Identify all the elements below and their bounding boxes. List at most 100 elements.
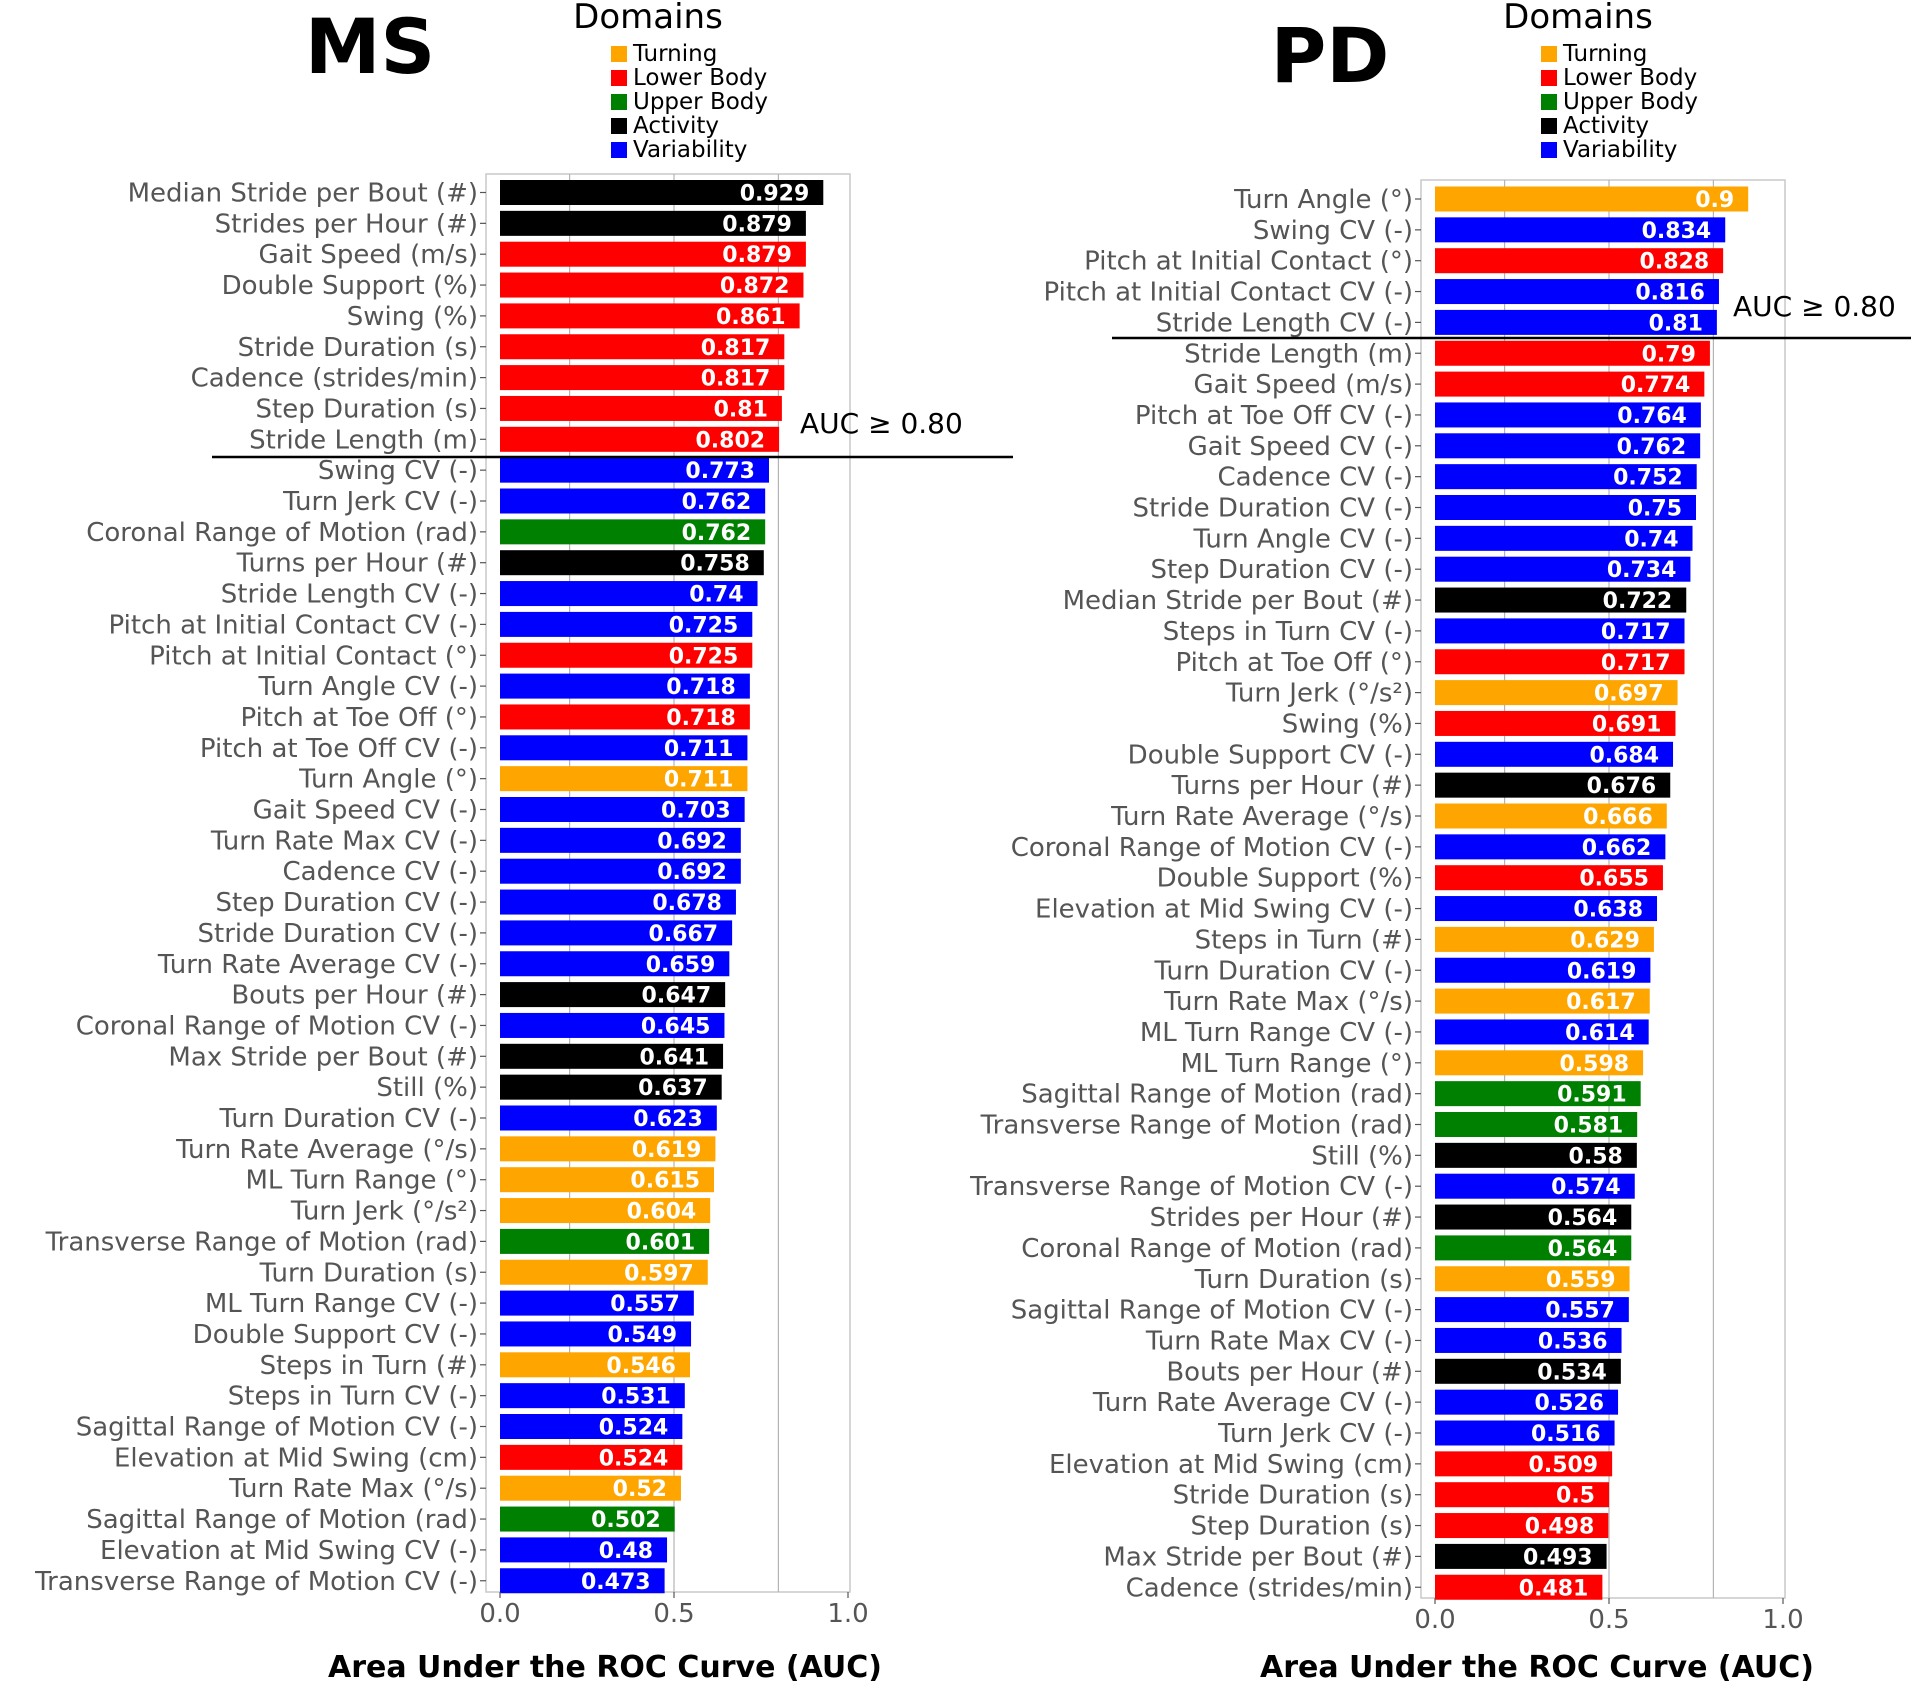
pd-category-label-8: Gait Speed CV (-) [1188,432,1413,462]
ms-bar-value-label-21: 0.692 [657,829,727,854]
ms-bar-value-label-13: 0.74 [689,583,743,608]
ms-bar-value-label-10: 0.762 [682,490,752,515]
ms-category-label-3: Double Support (%) [222,271,478,301]
pd-category-label-5: Stride Length (m) [1184,339,1413,369]
ms-threshold-label: AUC ≥ 0.80 [800,407,963,440]
ms-legend-title: Domains [573,0,723,37]
pd-bar-19 [1435,772,1671,798]
ms-bar-41 [500,1444,683,1470]
pd-bar-value-label-39: 0.526 [1534,1391,1604,1416]
pd-category-label-16: Turn Jerk (°/s²) [1225,679,1413,709]
pd-bar-4 [1435,309,1717,335]
pd-bar-value-label-14: 0.717 [1601,620,1671,645]
pd-category-label-18: Double Support CV (-) [1128,740,1413,770]
pd-legend-title: Domains [1503,0,1653,37]
pd-category-label-17: Swing (%) [1282,709,1413,739]
ms-category-label-18: Pitch at Toe Off CV (-) [200,734,478,764]
pd-bar-21 [1435,834,1666,860]
pd-bar-15 [1435,649,1685,675]
ms-legend-label-lower-body: Lower Body [633,65,767,91]
pd-bar-36 [1435,1297,1629,1323]
ms-category-label-25: Turn Rate Average CV (-) [157,950,478,980]
pd-x-tick-label-0: 0.0 [1414,1605,1455,1635]
ms-bar-2 [500,241,806,267]
ms-bar-21 [500,827,741,853]
pd-bar-value-label-41: 0.509 [1529,1453,1599,1478]
ms-bar-value-label-32: 0.615 [630,1169,700,1194]
ms-bar-24 [500,920,733,946]
pd-bar-value-label-40: 0.516 [1531,1422,1601,1447]
ms-bar-16 [500,673,750,699]
ms-bar-value-label-36: 0.557 [610,1292,680,1317]
pd-bar-value-label-3: 0.816 [1635,281,1705,306]
ms-bar-value-label-38: 0.546 [606,1354,676,1379]
ms-bar-35 [500,1259,708,1285]
ms-legend-swatch-lower-body [611,70,627,86]
ms-category-label-1: Strides per Hour (#) [215,209,478,239]
pd-legend-swatch-turning [1541,46,1557,62]
pd-bar-value-label-1: 0.834 [1642,219,1712,244]
pd-bar-value-label-45: 0.481 [1519,1576,1589,1601]
pd-bar-value-label-22: 0.655 [1579,867,1649,892]
pd-bar-33 [1435,1204,1632,1230]
ms-bar-value-label-45: 0.473 [581,1570,651,1595]
ms-bar-value-label-18: 0.711 [664,737,734,762]
ms-bar-value-label-15: 0.725 [669,644,739,669]
pd-bar-13 [1435,587,1687,613]
pd-category-label-42: Stride Duration (s) [1173,1481,1413,1511]
pd-bar-18 [1435,741,1674,767]
ms-category-label-34: Transverse Range of Motion (rad) [45,1227,478,1257]
ms-bar-36 [500,1290,694,1316]
ms-category-label-7: Step Duration (s) [256,394,479,424]
ms-category-label-29: Still (%) [376,1073,478,1103]
ms-category-label-42: Turn Rate Max (°/s) [228,1474,478,1504]
pd-x-tick-label-2: 1.0 [1762,1605,1803,1635]
ms-bar-value-label-17: 0.718 [666,706,736,731]
pd-bar-26 [1435,988,1650,1014]
pd-bar-chart: 0.9 Turn Angle (°) 0.834 Swing CV (-) 0.828 P… [969,179,1911,1635]
pd-bar-value-label-7: 0.764 [1617,404,1687,429]
pd-bar-value-label-36: 0.557 [1545,1299,1615,1324]
pd-category-label-43: Step Duration (s) [1191,1512,1414,1542]
pd-category-label-39: Turn Rate Average CV (-) [1092,1388,1413,1418]
pd-bar-14 [1435,618,1685,644]
ms-bar-value-label-22: 0.692 [657,860,727,885]
pd-bar-value-label-18: 0.684 [1589,743,1659,768]
pd-bar-value-label-33: 0.564 [1548,1206,1618,1231]
pd-category-label-22: Double Support (%) [1157,864,1413,894]
ms-legend-label-activity: Activity [633,113,719,139]
pd-bar-value-label-32: 0.574 [1551,1175,1621,1200]
ms-bar-26 [500,982,726,1008]
pd-legend-swatch-activity [1541,118,1557,134]
ms-bar-10 [500,488,766,514]
pd-bar-value-label-17: 0.691 [1592,712,1662,737]
ms-bar-37 [500,1321,692,1347]
pd-bar-29 [1435,1081,1641,1107]
ms-bar-value-label-37: 0.549 [607,1323,677,1348]
pd-category-label-34: Coronal Range of Motion (rad) [1021,1234,1413,1264]
pd-bar-6 [1435,371,1705,397]
ms-category-label-32: ML Turn Range (°) [245,1166,478,1196]
ms-bar-value-label-12: 0.758 [680,552,750,577]
pd-bar-17 [1435,710,1676,736]
pd-category-label-35: Turn Duration (s) [1194,1265,1413,1295]
ms-category-label-10: Turn Jerk CV (-) [282,487,478,517]
ms-bar-value-label-35: 0.597 [624,1261,694,1286]
ms-bar-39 [500,1383,685,1409]
ms-bar-value-label-0: 0.929 [740,182,810,207]
pd-category-label-37: Turn Rate Max CV (-) [1145,1326,1413,1356]
ms-bar-30 [500,1105,717,1131]
pd-bar-30 [1435,1112,1638,1137]
pd-category-label-30: Transverse Range of Motion (rad) [980,1111,1413,1141]
pd-bar-value-label-30: 0.581 [1554,1114,1624,1139]
ms-bar-18 [500,735,748,761]
pd-bar-value-label-5: 0.79 [1642,342,1696,367]
pd-bar-27 [1435,1019,1649,1045]
ms-legend-swatch-activity [611,118,627,134]
pd-category-label-25: Turn Duration CV (-) [1154,956,1413,986]
ms-bar-value-label-9: 0.773 [685,459,755,484]
ms-bar-38 [500,1352,691,1378]
ms-panel-title: MS [305,2,435,91]
pd-category-label-3: Pitch at Initial Contact CV (-) [1044,278,1413,308]
